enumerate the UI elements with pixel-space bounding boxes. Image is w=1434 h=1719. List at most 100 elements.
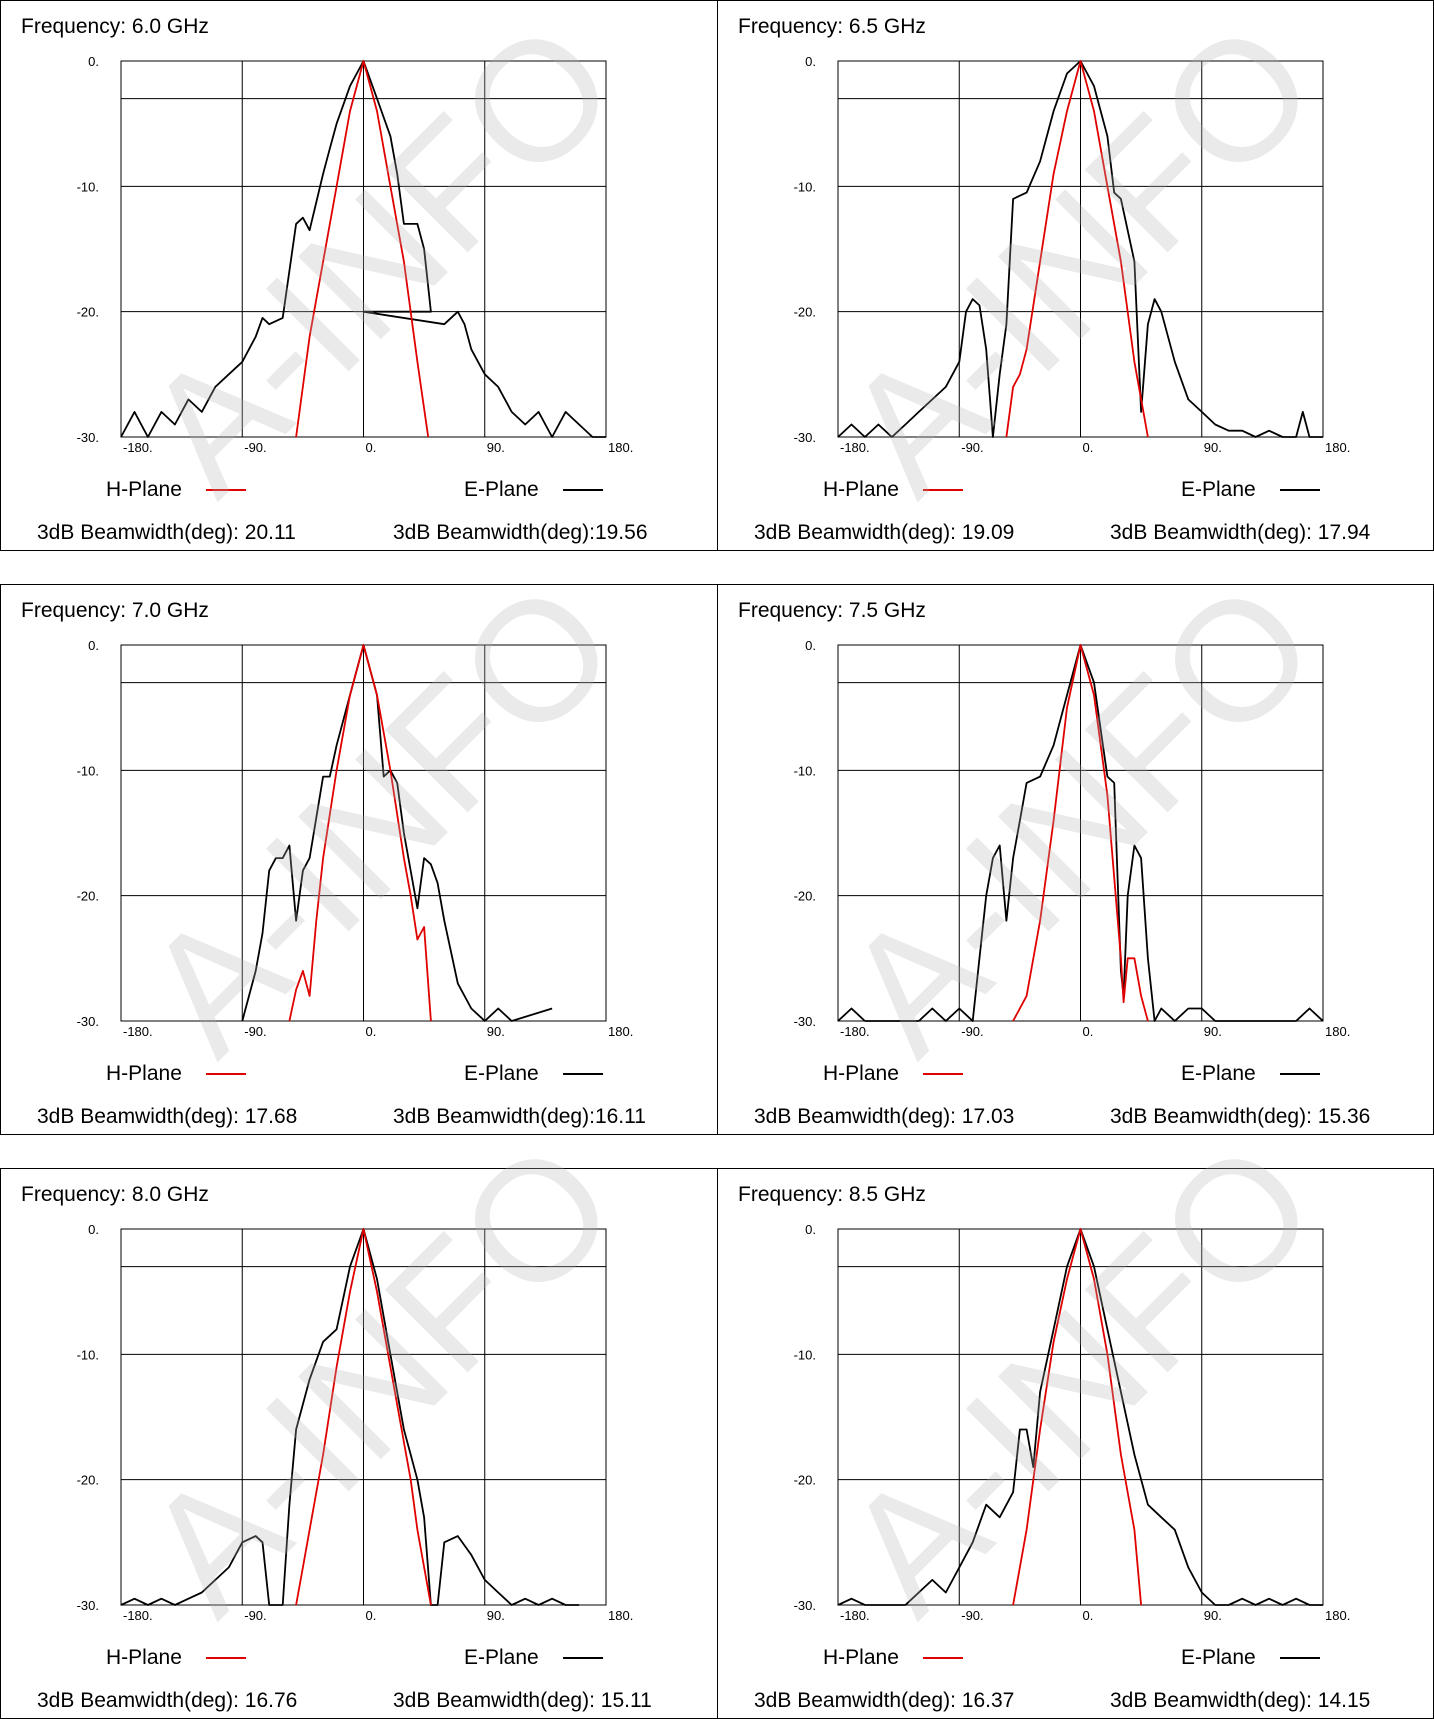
x-tick-label: 180. [608,440,633,455]
legend-e-plane-swatch [562,1657,603,1660]
legend-e-plane-swatch [1279,1073,1320,1076]
h-plane-series-line [288,644,432,1022]
chart-panel-8-5ghz: Frequency: 8.5 GHz 0. -10. -20. -30. -180. -90… [718,1169,1434,1718]
x-tick-label: 90. [487,440,505,455]
y-tick-label: -10. [794,763,816,778]
h-plane-beamwidth: 3dB Beamwidth(deg): 16.37 [754,1689,1015,1712]
y-tick-label: -30. [77,1014,99,1029]
e-plane-series-line [120,60,606,438]
row-1: Frequency: 6.0 GHz 0. -10. -20. -30. -180. -90… [0,0,1434,551]
legend-e-plane: E-Plane [464,1646,603,1670]
legend-h-plane-swatch [922,489,963,492]
e-plane-beamwidth: 3dB Beamwidth(deg):16.11 [393,1105,646,1128]
e-plane-beamwidth: 3dB Beamwidth(deg):19.56 [393,521,648,544]
legend-e-plane-swatch [1279,489,1320,492]
legend-h-plane-swatch [205,489,246,492]
e-plane-series-line [837,644,1324,1022]
x-tick-label: -180. [840,1608,870,1623]
e-plane-beamwidth: 3dB Beamwidth(deg): 17.94 [1110,521,1371,544]
legend-h-plane-swatch [205,1073,246,1076]
radiation-pattern-plot: 0. -10. -20. -30. -180. -90. 0. 90. 180. [794,638,1351,1039]
y-tick-label: -30. [77,1598,99,1613]
y-tick-label: 0. [805,638,816,653]
y-tick-label: 0. [88,54,99,69]
legend-h-plane-label: H-Plane [106,478,182,501]
h-plane-series-line [295,60,430,438]
y-tick-label: -30. [77,430,99,445]
legend-h-plane: H-Plane [823,1062,963,1086]
x-tick-label: 180. [1325,1024,1350,1039]
legend-h-plane-swatch [922,1073,963,1076]
row-2: Frequency: 7.0 GHz 0. -10. -20. -30. -180. -90… [0,584,1434,1135]
h-plane-beamwidth: 3dB Beamwidth(deg): 16.76 [37,1689,298,1712]
x-tick-label: -180. [123,1024,153,1039]
chart-panel-7-0ghz: Frequency: 7.0 GHz 0. -10. -20. -30. -180. -90… [1,585,718,1134]
frequency-title: Frequency: 7.0 GHz [21,599,209,622]
e-plane-beamwidth: 3dB Beamwidth(deg): 15.11 [393,1689,652,1712]
x-tick-label: 180. [608,1608,633,1623]
legend-e-plane-label: E-Plane [1181,478,1256,501]
legend-h-plane-swatch [205,1657,246,1660]
x-tick-label: 0. [366,1608,377,1623]
legend-e-plane: E-Plane [464,478,603,502]
frequency-title: Frequency: 7.5 GHz [738,599,926,622]
legend-e-plane: E-Plane [1181,1646,1320,1670]
legend-e-plane-swatch [562,489,603,492]
e-plane-beamwidth: 3dB Beamwidth(deg): 14.15 [1110,1689,1371,1712]
y-tick-label: 0. [88,1222,99,1237]
legend-h-plane: H-Plane [106,1062,246,1086]
y-tick-label: -30. [794,430,816,445]
frequency-title: Frequency: 6.5 GHz [738,15,926,38]
y-tick-label: -20. [794,1473,816,1488]
row-3: Frequency: 8.0 GHz 0. -10. -20. -30. -180. -90… [0,1168,1434,1719]
h-plane-beamwidth: 3dB Beamwidth(deg): 20.11 [37,521,296,544]
e-plane-series-line [120,1228,580,1606]
y-tick-label: -10. [794,179,816,194]
y-tick-label: -30. [794,1014,816,1029]
x-tick-label: -180. [840,1024,870,1039]
x-tick-label: 90. [1204,1024,1222,1039]
legend-e-plane-swatch [562,1073,603,1076]
legend-e-plane: E-Plane [1181,478,1320,502]
x-tick-label: 90. [487,1024,505,1039]
y-tick-label: -10. [77,179,99,194]
x-tick-label: -90. [961,440,983,455]
e-plane-beamwidth: 3dB Beamwidth(deg): 15.36 [1110,1105,1371,1128]
h-plane-beamwidth: 3dB Beamwidth(deg): 19.09 [754,521,1015,544]
y-tick-label: 0. [805,1222,816,1237]
h-plane-series-line [295,1228,432,1606]
y-tick-label: -10. [794,1347,816,1362]
legend-e-plane-swatch [1279,1657,1320,1660]
radiation-pattern-plot: 0. -10. -20. -30. -180. -90. 0. 90. 180. [77,638,634,1039]
y-tick-label: -20. [77,305,99,320]
legend-e-plane-label: E-Plane [464,478,539,501]
e-plane-series-line [837,1228,1323,1606]
legend-e-plane-label: E-Plane [464,1646,539,1669]
x-tick-label: 0. [1083,440,1094,455]
legend-h-plane-label: H-Plane [106,1646,182,1669]
y-tick-label: 0. [88,638,99,653]
h-plane-series-line [1005,60,1149,438]
legend-e-plane-label: E-Plane [1181,1062,1256,1085]
y-tick-label: -10. [77,1347,99,1362]
legend-e-plane: E-Plane [1181,1062,1320,1086]
x-tick-label: 90. [1204,1608,1222,1623]
legend-h-plane-label: H-Plane [106,1062,182,1085]
legend-e-plane-label: E-Plane [1181,1646,1256,1669]
x-tick-label: -90. [244,440,266,455]
y-tick-label: 0. [805,54,816,69]
x-tick-label: 0. [366,1024,377,1039]
y-tick-label: -10. [77,763,99,778]
x-tick-label: -90. [961,1608,983,1623]
x-tick-label: -90. [244,1024,266,1039]
frequency-title: Frequency: 6.0 GHz [21,15,209,38]
legend-e-plane: E-Plane [464,1062,603,1086]
x-tick-label: 90. [1204,440,1222,455]
y-tick-label: -20. [77,889,99,904]
y-tick-label: -20. [794,305,816,320]
x-tick-label: 0. [1083,1608,1094,1623]
radiation-pattern-plot: 0. -10. -20. -30. -180. -90. 0. 90. 180. [794,54,1351,455]
x-tick-label: 90. [487,1608,505,1623]
chart-panel-7-5ghz: Frequency: 7.5 GHz 0. -10. -20. -30. -180. -90… [718,585,1434,1134]
h-plane-beamwidth: 3dB Beamwidth(deg): 17.68 [37,1105,298,1128]
